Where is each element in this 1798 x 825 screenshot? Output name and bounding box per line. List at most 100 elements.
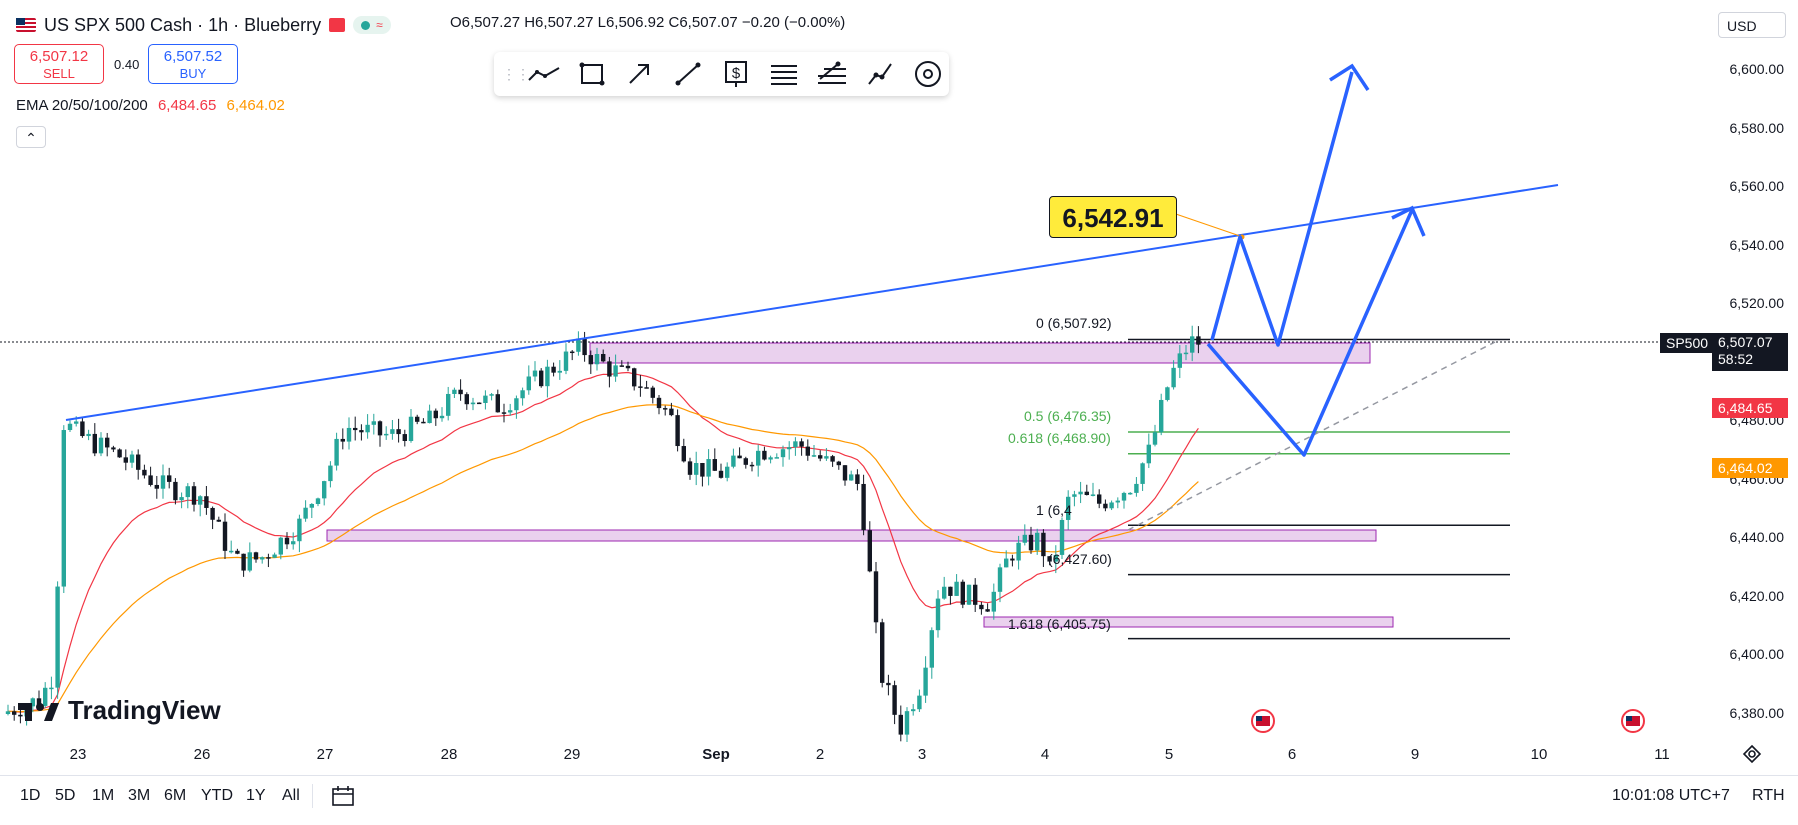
clock[interactable]: 10:01:08 UTC+7 — [1612, 787, 1730, 804]
fib-retracement-icon[interactable] — [764, 56, 804, 92]
candle-body — [638, 386, 643, 388]
price-axis-label: 6,400.00 — [1729, 646, 1785, 663]
candle-body — [1084, 491, 1089, 496]
trend-line-icon[interactable] — [524, 56, 564, 92]
status-pill[interactable]: ≈ — [353, 16, 391, 34]
candle-body — [1146, 444, 1151, 464]
candle-body — [390, 429, 395, 434]
candle-body — [439, 415, 445, 419]
candle-body — [960, 581, 965, 605]
buy-label: BUY — [179, 66, 207, 81]
arrow-icon[interactable] — [620, 56, 660, 92]
date-range-icon[interactable] — [330, 784, 356, 813]
candle-body — [1097, 494, 1102, 504]
timeframe-button[interactable]: 1M — [92, 787, 115, 804]
candle-body — [731, 455, 736, 467]
candle-body — [402, 434, 407, 441]
time-axis-label: 23 — [69, 746, 87, 763]
candle-body — [625, 365, 631, 369]
candle-body — [371, 421, 376, 425]
fib-label-1618: 1.618 (6,405.75) — [1008, 616, 1111, 632]
time-axis-label: Sep — [702, 746, 730, 763]
session-toggle[interactable]: RTH — [1752, 787, 1785, 804]
candle-body — [396, 429, 401, 435]
drawing-toolbar: ⋮⋮ $ — [494, 52, 949, 96]
price-note-icon[interactable]: $ — [716, 56, 756, 92]
candle-body — [694, 463, 699, 475]
pitchfork-icon[interactable] — [812, 56, 852, 92]
candle-body — [514, 398, 519, 411]
economic-event-icon[interactable] — [1620, 708, 1646, 739]
chevron-up-icon: ⌃ — [25, 130, 37, 146]
candle-body — [365, 424, 370, 433]
candle-body — [669, 408, 674, 416]
ray-icon[interactable] — [668, 56, 708, 92]
candle-body — [464, 394, 469, 405]
ema-20-line — [7, 371, 1199, 713]
candle-body — [483, 395, 488, 403]
candle-body — [129, 454, 135, 463]
timeframe-button[interactable]: 3M — [128, 787, 151, 804]
price-axis-label: 6,540.00 — [1729, 236, 1785, 253]
timeframe-button[interactable]: 1D — [20, 787, 41, 804]
candle-body — [570, 351, 575, 354]
timeframe-button[interactable]: 5D — [55, 787, 76, 804]
candle-body — [433, 410, 438, 419]
candle-body — [1115, 500, 1120, 503]
candle-body — [1035, 532, 1040, 551]
candle-body — [675, 415, 680, 447]
spread-value: 0.40 — [114, 57, 140, 72]
candle-body — [607, 361, 612, 377]
more-icon[interactable] — [908, 56, 948, 92]
candle-body — [278, 537, 283, 555]
candle-body — [997, 567, 1003, 592]
svg-text:$: $ — [732, 65, 741, 82]
candle-body — [247, 552, 252, 571]
candle-body — [656, 397, 662, 409]
candle-body — [917, 695, 922, 710]
settings-icon[interactable] — [1742, 744, 1762, 769]
candle-body — [260, 557, 265, 560]
timeframe-button[interactable]: 1Y — [246, 787, 266, 804]
candle-body — [111, 447, 116, 450]
candle-body — [495, 394, 500, 413]
economic-event-icon[interactable] — [1250, 708, 1276, 739]
logo-text: TradingView — [68, 695, 221, 725]
collapse-legend-button[interactable]: ⌃ — [16, 126, 46, 148]
candle-body — [43, 687, 48, 706]
candle-body — [154, 484, 159, 489]
candle-body — [74, 421, 79, 424]
candle-body — [1072, 494, 1077, 497]
candle-body — [718, 470, 724, 478]
ema-legend[interactable]: EMA 20/50/100/200 6,484.65 6,464.02 — [16, 97, 285, 114]
candle-body — [911, 709, 916, 712]
rectangle-icon[interactable] — [572, 56, 612, 92]
symbol-title[interactable]: US SPX 500 Cash · 1h · Blueberry — [44, 14, 322, 35]
candle-body — [167, 475, 172, 482]
timeframe-button[interactable]: YTD — [201, 787, 233, 804]
candle-body — [650, 387, 655, 398]
candle-body — [1103, 503, 1108, 509]
candle-body — [98, 437, 104, 454]
candle-body — [55, 586, 60, 688]
timeframe-button[interactable]: All — [282, 787, 300, 804]
green-dot-icon — [361, 20, 371, 30]
path-icon[interactable] — [860, 56, 900, 92]
candle-body — [309, 503, 314, 508]
price-callout[interactable]: 6,542.91 — [1049, 196, 1177, 238]
candle-body — [861, 483, 866, 531]
timeframe-button[interactable]: 6M — [164, 787, 187, 804]
candle-body — [1059, 519, 1065, 555]
candle-body — [737, 455, 742, 459]
ohlc-values: O6,507.27 H6,507.27 L6,506.92 C6,507.07 … — [450, 14, 846, 31]
waves-icon: ≈ — [376, 18, 383, 32]
currency-selector[interactable]: USD — [1718, 12, 1786, 38]
buy-button[interactable]: 6,507.52 BUY — [148, 44, 238, 84]
symbol-header[interactable]: US SPX 500 Cash · 1h · Blueberry ≈ — [16, 10, 391, 40]
tradingview-logo[interactable]: TradingView — [18, 695, 221, 726]
candle-body — [36, 698, 42, 706]
time-axis-label: 10 — [1530, 746, 1548, 763]
sell-button[interactable]: 6,507.12 SELL — [14, 44, 104, 84]
candle-body — [142, 469, 147, 476]
